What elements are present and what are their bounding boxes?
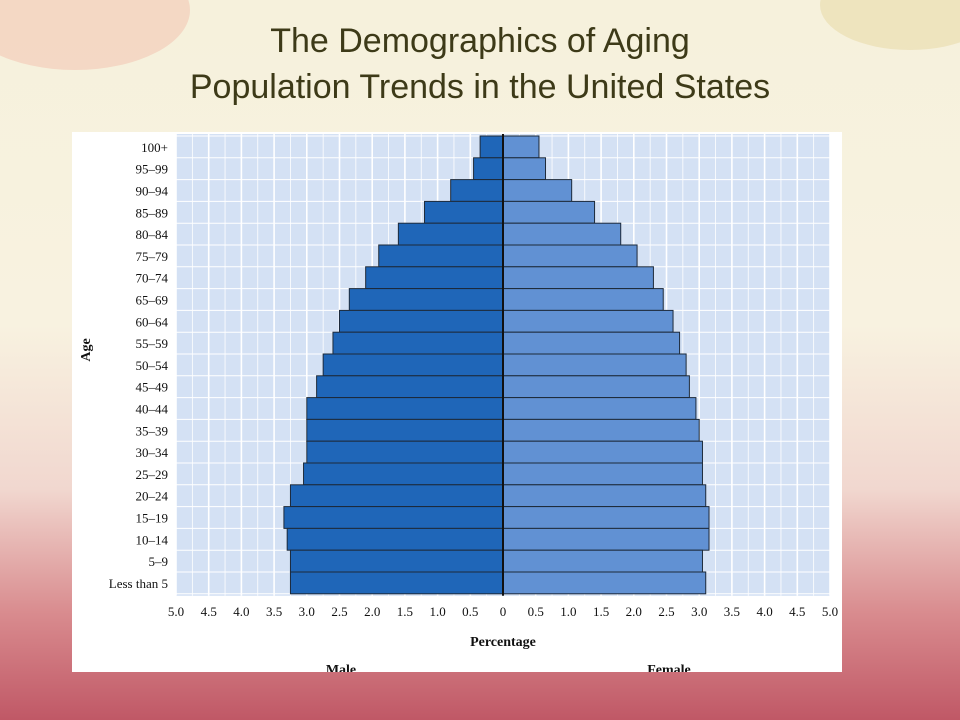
age-tick-label: 45–49 xyxy=(136,380,169,395)
female-bar xyxy=(502,222,622,246)
age-tick-label: 50–54 xyxy=(136,358,169,373)
x-tick-label: 2.5 xyxy=(658,604,674,619)
female-bar xyxy=(502,353,687,377)
age-tick-label: Less than 5 xyxy=(109,576,168,591)
female-bar xyxy=(502,157,547,181)
female-bar xyxy=(502,440,703,464)
chart-panel: 100+ 95–99 90–94 85–89 80–84 75–79 70–74 65–69 6… xyxy=(72,132,842,678)
age-tick-label: 5–9 xyxy=(149,554,169,569)
male-bar xyxy=(378,244,504,268)
female-bar xyxy=(502,462,703,486)
female-bar xyxy=(502,397,697,420)
age-tick-label: 55–59 xyxy=(136,336,169,351)
age-tick-label: 35–39 xyxy=(136,423,169,438)
age-tick-label: 40–44 xyxy=(136,402,169,417)
age-tick-label: 80–84 xyxy=(136,227,169,242)
x-tick-label: 0.5 xyxy=(528,604,544,619)
x-tick-label: 2.5 xyxy=(331,604,347,619)
x-tick-label: 3.0 xyxy=(299,604,315,619)
female-bar xyxy=(502,418,700,442)
x-tick-label: 1.5 xyxy=(397,604,413,619)
female-bar xyxy=(502,135,540,159)
age-tick-label: 75–79 xyxy=(136,249,169,264)
male-bar xyxy=(316,375,504,399)
male-side-label: Male xyxy=(326,663,356,672)
male-bar xyxy=(322,353,504,377)
male-bar xyxy=(306,397,504,420)
age-tick-label: 60–64 xyxy=(136,314,169,329)
male-bar xyxy=(424,200,504,224)
x-tick-label: 1.0 xyxy=(429,604,445,619)
male-bar xyxy=(283,506,504,529)
female-bar xyxy=(502,309,674,333)
male-bar xyxy=(339,309,504,333)
female-bar xyxy=(502,484,707,508)
male-bar xyxy=(397,222,504,246)
female-side-label: Female xyxy=(647,663,691,672)
x-tick-label: 1.0 xyxy=(560,604,576,619)
age-tick-label: 30–34 xyxy=(136,445,169,460)
male-bar xyxy=(289,571,504,595)
x-tick-label: 3.5 xyxy=(724,604,740,619)
age-tick-label: 20–24 xyxy=(136,489,169,504)
age-tick-label: 25–29 xyxy=(136,467,169,482)
x-tick-label: 5.0 xyxy=(168,604,184,619)
population-pyramid-chart: 100+ 95–99 90–94 85–89 80–84 75–79 70–74 65–69 6… xyxy=(79,134,838,678)
x-tick-label: 3.0 xyxy=(691,604,707,619)
x-tick-label: 4.5 xyxy=(789,604,805,619)
male-bar xyxy=(289,484,504,508)
female-bar xyxy=(502,266,654,290)
age-tick-label: 65–69 xyxy=(136,293,169,308)
age-tick-labels: 100+ 95–99 90–94 85–89 80–84 75–79 70–74 65–69 6… xyxy=(109,140,169,591)
age-tick-label: 95–99 xyxy=(136,162,169,177)
male-bar xyxy=(306,440,504,464)
female-bar xyxy=(502,244,638,268)
x-tick-label: 2.0 xyxy=(626,604,642,619)
female-bar xyxy=(502,506,710,529)
percentage-tick-labels: 5.0 4.5 4.0 3.5 3.0 2.5 2.0 1.5 1.0 0.5 0 0.5 1.0 1.5… xyxy=(168,604,838,619)
x-tick-label: 5.0 xyxy=(822,604,838,619)
bars xyxy=(283,135,710,595)
x-tick-label: 2.0 xyxy=(364,604,380,619)
male-bar xyxy=(289,549,504,573)
male-bar xyxy=(286,527,504,551)
female-bar xyxy=(502,331,681,355)
male-bar xyxy=(303,462,504,486)
female-bar xyxy=(502,549,703,573)
female-bar xyxy=(502,200,596,224)
female-bar xyxy=(502,527,710,551)
x-tick-label: 3.5 xyxy=(266,604,282,619)
male-bar xyxy=(332,331,504,355)
x-axis-title: Percentage xyxy=(470,635,536,650)
male-bar xyxy=(365,266,504,290)
female-bar xyxy=(502,571,707,595)
age-tick-label: 100+ xyxy=(141,140,168,155)
male-bar xyxy=(479,135,504,159)
age-tick-label: 15–19 xyxy=(136,511,169,526)
age-tick-label: 85–89 xyxy=(136,205,169,220)
age-tick-label: 10–14 xyxy=(136,532,169,547)
female-bar xyxy=(502,375,690,399)
male-bar xyxy=(348,288,504,311)
male-bar xyxy=(450,179,504,202)
x-tick-label: 1.5 xyxy=(593,604,609,619)
slide-title-line-2: Population Trends in the United States xyxy=(189,68,771,106)
male-bar xyxy=(306,418,504,442)
age-tick-label: 70–74 xyxy=(136,271,169,286)
female-bar xyxy=(502,288,664,311)
x-tick-label: 4.0 xyxy=(233,604,249,619)
x-tick-label: 4.0 xyxy=(756,604,772,619)
slide-title-line-1: The Demographics of Aging xyxy=(270,22,690,60)
x-tick-label: 0.5 xyxy=(462,604,478,619)
x-tick-label: 0 xyxy=(500,604,507,619)
female-bar xyxy=(502,179,573,202)
male-bar xyxy=(473,157,504,181)
y-axis-title: Age xyxy=(79,338,94,361)
age-tick-label: 90–94 xyxy=(136,184,169,199)
x-tick-label: 4.5 xyxy=(201,604,217,619)
